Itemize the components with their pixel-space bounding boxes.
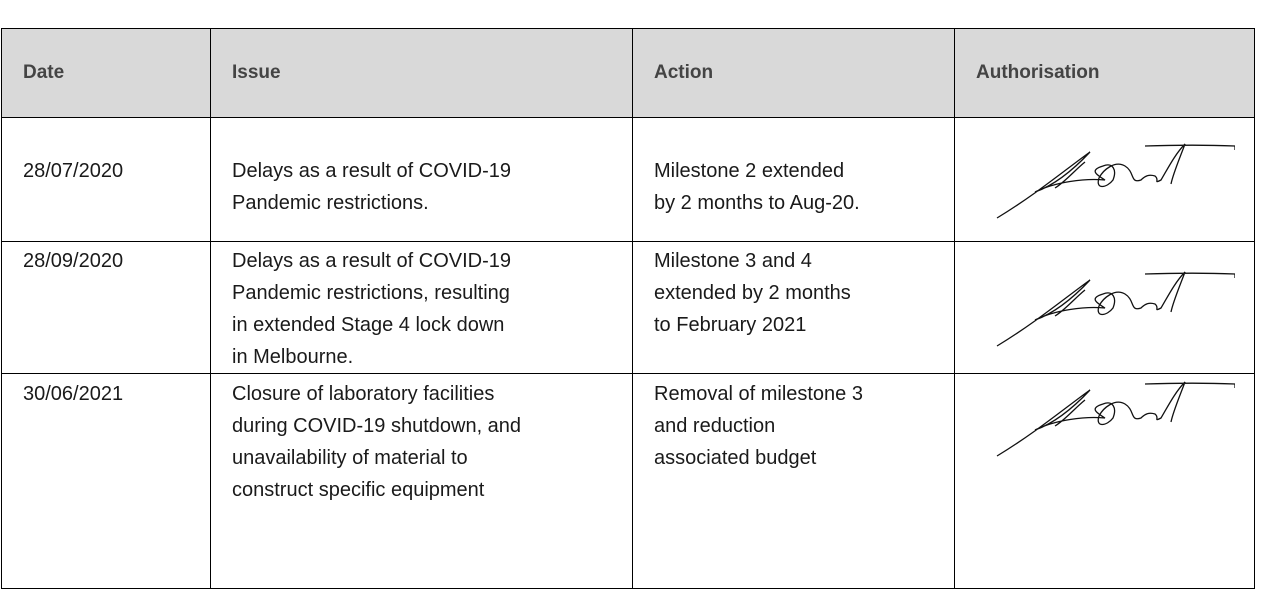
row: 30/06/2021 Closure of laboratory facilit… bbox=[1, 373, 1255, 589]
text-line: construct specific equipment bbox=[232, 479, 485, 501]
header-cell: Date bbox=[1, 28, 211, 118]
text-line: Closure of laboratory facilities bbox=[232, 383, 495, 405]
row: 28/09/2020 Delays as a result of COVID-1… bbox=[1, 241, 1255, 374]
signature bbox=[995, 268, 1235, 348]
text-line: associated budget bbox=[654, 447, 817, 469]
date-cell: 28/09/2020 bbox=[1, 241, 211, 374]
text-line: Pandemic restrictions. bbox=[232, 192, 429, 214]
text-line: Removal of milestone 3 bbox=[654, 383, 863, 405]
text-line: in extended Stage 4 lock down bbox=[232, 314, 505, 336]
text-line: extended by 2 months bbox=[654, 282, 851, 304]
row: 28/07/2020 Delays as a result of COVID-1… bbox=[1, 117, 1255, 242]
issue-cell: Closure of laboratory facilities during C… bbox=[210, 373, 633, 589]
issue-cell: Delays as a result of COVID-19 Pandemic r… bbox=[210, 241, 633, 374]
signature-cell bbox=[954, 117, 1255, 242]
text-line: during COVID-19 shutdown, and bbox=[232, 415, 522, 437]
header-row: Date Issue Action Authorisation bbox=[1, 28, 1255, 118]
signature bbox=[995, 378, 1235, 458]
issue-cell: Delays as a result of COVID-19 Pandemic r… bbox=[210, 117, 633, 242]
header-cell: Issue bbox=[210, 28, 633, 118]
header-cell: Action bbox=[632, 28, 955, 118]
signature-cell bbox=[954, 373, 1255, 589]
text-line: unavailability of material to bbox=[232, 447, 468, 469]
text-line: in Melbourne. bbox=[232, 346, 354, 368]
text-line: and reduction bbox=[654, 415, 776, 437]
signature bbox=[995, 140, 1235, 220]
amendment-table: Date Issue Action Authorisation 28/07/20… bbox=[1, 28, 1255, 589]
date-cell: 30/06/2021 bbox=[1, 373, 211, 589]
date-cell: 28/07/2020 bbox=[1, 117, 211, 242]
text-line: Pandemic restrictions, resulting bbox=[232, 282, 510, 304]
text-line: Milestone 3 and 4 bbox=[654, 250, 812, 272]
text-line: Milestone 2 extended bbox=[654, 160, 845, 182]
action-cell: Milestone 2 extended by 2 months to Aug-2… bbox=[632, 117, 955, 242]
signature-cell bbox=[954, 241, 1255, 374]
header-cell: Authorisation bbox=[954, 28, 1255, 118]
text-line: by 2 months to Aug-20. bbox=[654, 192, 860, 214]
action-cell: Removal of milestone 3 and reduction assoc… bbox=[632, 373, 955, 589]
text-line: Delays as a result of COVID-19 bbox=[232, 250, 511, 272]
action-cell: Milestone 3 and 4 extended by 2 months to … bbox=[632, 241, 955, 374]
text-line: to February 2021 bbox=[654, 314, 807, 336]
text-line: Delays as a result of COVID-19 bbox=[232, 160, 511, 182]
